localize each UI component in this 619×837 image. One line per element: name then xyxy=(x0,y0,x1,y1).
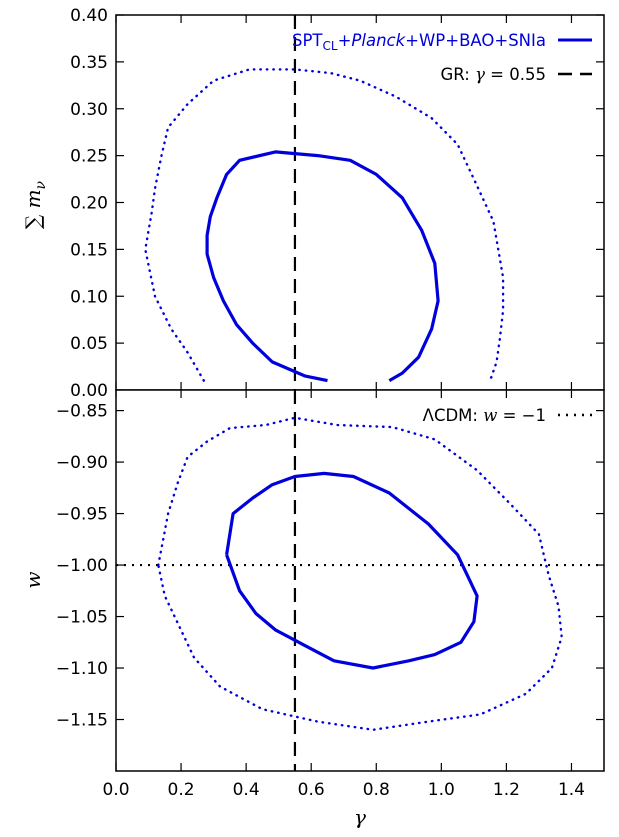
top-ytick-label: 0.05 xyxy=(70,334,108,354)
bottom-ytick-label: −1.15 xyxy=(56,711,108,731)
bottom-xtick-label: 0.8 xyxy=(363,780,390,800)
bottom-y-axis-label: w xyxy=(21,571,45,588)
top-ytick-label: 0.20 xyxy=(70,194,108,214)
top-ytick-label: 0.00 xyxy=(70,381,108,401)
top-plot-area xyxy=(116,15,604,390)
bottom-axes-frame xyxy=(115,389,605,772)
top-ticks: 0.00 0.05 0.10 0.15 0.20 0.25 0.30 0.35 0.40 xyxy=(70,6,604,401)
top-ytick-label: 0.15 xyxy=(70,240,108,260)
bottom-contour-68 xyxy=(225,471,479,670)
bottom-contour-95 xyxy=(157,416,563,731)
top-ytick-label: 0.30 xyxy=(70,100,108,120)
bottom-ytick-label: −1.00 xyxy=(56,556,108,576)
top-y-axis-label: ∑ mν xyxy=(21,180,49,229)
bottom-xtick-label: 0.0 xyxy=(102,780,129,800)
bottom-xtick-label: 1.2 xyxy=(493,780,520,800)
bottom-xtick-label: 0.2 xyxy=(168,780,195,800)
top-ytick-label: 0.25 xyxy=(70,147,108,167)
bottom-series xyxy=(116,390,604,771)
bottom-legend: ΛCDM: w = −1 xyxy=(423,406,592,425)
x-axis-label: γ xyxy=(354,805,366,829)
bottom-plot-area xyxy=(116,390,604,771)
top-legend: SPTCL+Planck+WP+BAO+SNIa GR: γ = 0.55 xyxy=(292,31,592,84)
bottom-ytick-label: −0.90 xyxy=(56,453,108,473)
bottom-xtick-label: 0.6 xyxy=(298,780,325,800)
top-legend-label: SPTCL+Planck+WP+BAO+SNIa xyxy=(292,31,546,53)
bottom-panel: −0.85 −0.90 −0.95 −1.00 −1.05 −1.10 −1.15 0.0 0.… xyxy=(56,389,605,800)
top-panel: 0.00 0.05 0.10 0.15 0.20 0.25 0.30 0.35 0.40 SPT… xyxy=(70,6,605,401)
top-legend-label: GR: γ = 0.55 xyxy=(441,65,546,84)
bottom-ytick-label: −0.85 xyxy=(56,402,108,422)
bottom-ytick-label: −1.05 xyxy=(56,608,108,628)
bottom-ytick-label: −1.10 xyxy=(56,659,108,679)
top-contour-68 xyxy=(205,150,440,383)
bottom-xtick-label: 1.0 xyxy=(428,780,455,800)
bottom-ticks: −0.85 −0.90 −0.95 −1.00 −1.05 −1.10 −1.15 0.0 0.… xyxy=(56,390,604,800)
bottom-ytick-label: −0.95 xyxy=(56,505,108,525)
bottom-legend-label: ΛCDM: w = −1 xyxy=(423,406,546,425)
bottom-xtick-label: 1.4 xyxy=(558,780,585,800)
top-series xyxy=(144,15,505,390)
top-ytick-label: 0.40 xyxy=(70,6,108,26)
top-ytick-label: 0.35 xyxy=(70,53,108,73)
bottom-xtick-label: 0.4 xyxy=(233,780,260,800)
top-ytick-label: 0.10 xyxy=(70,287,108,307)
